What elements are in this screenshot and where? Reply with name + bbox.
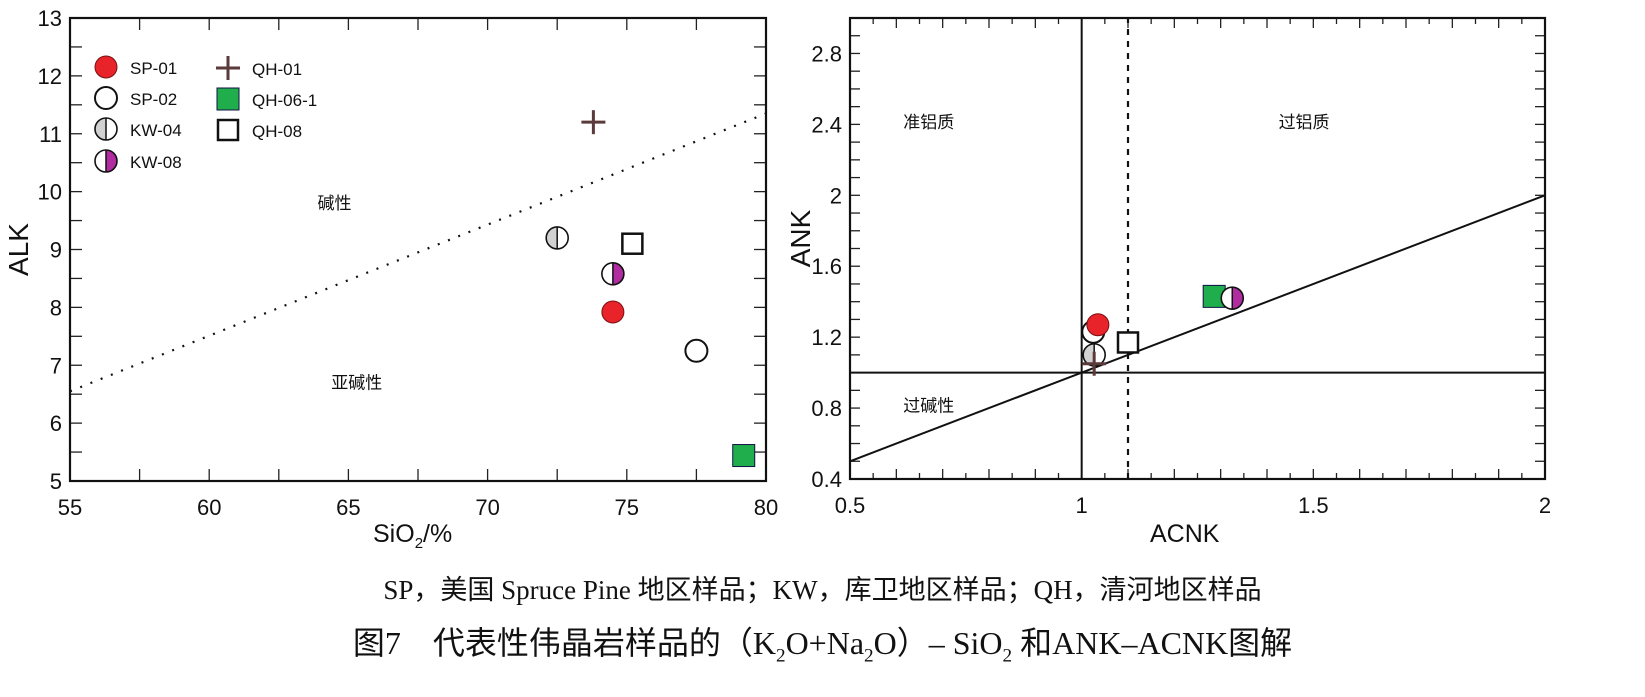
left-y-tick-label: 5 xyxy=(50,469,62,494)
legend-marker-sp-02 xyxy=(94,86,118,110)
right-x-axis-label: ACNK xyxy=(1150,520,1220,548)
right-y-tick-label: 0.4 xyxy=(811,467,842,492)
left-point-qh-01 xyxy=(581,110,606,135)
legend-marker-qh-06-1 xyxy=(216,87,240,111)
right-y-tick-label: 0.8 xyxy=(811,396,842,421)
half-circle-outline xyxy=(94,117,118,141)
legend-marker-qh-08 xyxy=(216,118,240,142)
left-y-tick-label: 9 xyxy=(50,238,62,263)
right-y-tick-label: 2.4 xyxy=(811,112,842,137)
title-part: 图7 代表性伟晶岩样品的（K xyxy=(352,625,776,661)
left-y-tick-label: 8 xyxy=(50,295,62,320)
right-x-tick-label: 1 xyxy=(1076,493,1088,518)
legend-label-kw-08: KW-08 xyxy=(130,153,182,172)
legend-label-qh-06-1: QH-06-1 xyxy=(252,91,317,110)
legend-label-sp-02: SP-02 xyxy=(130,90,177,109)
left-point-qh-06-1 xyxy=(732,444,756,468)
left-y-tick-label: 6 xyxy=(50,411,62,436)
half-fill xyxy=(106,150,117,172)
left-region-label: 亚碱性 xyxy=(331,373,382,393)
left-y-tick-label: 12 xyxy=(38,64,62,89)
right-x-tick-label: 1.5 xyxy=(1298,493,1329,518)
open-circle-marker xyxy=(94,86,118,110)
half-fill xyxy=(612,262,624,285)
half-circle-outline xyxy=(545,226,570,250)
half-circle-outline xyxy=(1220,286,1245,310)
figure-title: 图7 代表性伟晶岩样品的（K2O+Na2O）– SiO2 和ANK–ACNK图解 xyxy=(0,618,1645,667)
right-x-tick-label: 0.5 xyxy=(835,493,866,518)
title-part: O+Na xyxy=(785,625,865,661)
left-y-axis-label: ALK xyxy=(3,223,34,276)
red-circle-marker xyxy=(1086,313,1110,337)
xlabel-part: SiO xyxy=(373,520,415,548)
legend-label-kw-04: KW-04 xyxy=(130,121,182,140)
left-x-tick-label: 80 xyxy=(754,495,778,520)
left-x-tick-label: 65 xyxy=(336,495,360,520)
right-point-sp-01 xyxy=(1086,313,1110,337)
legend-marker-qh-01 xyxy=(216,56,240,80)
right-x-tick-label: 2 xyxy=(1539,493,1551,518)
legend-label-qh-01: QH-01 xyxy=(252,60,302,79)
right-region-label: 准铝质 xyxy=(903,113,954,133)
title-subscript: 2 xyxy=(775,645,786,667)
half-circle-outline xyxy=(94,149,118,173)
half-fill xyxy=(546,226,558,249)
right-region-label: 过碱性 xyxy=(903,397,954,417)
legend-marker-kw-04 xyxy=(94,117,118,141)
right-y-axis-label: ANK xyxy=(785,209,816,267)
red-circle-marker xyxy=(601,300,625,324)
half-fill xyxy=(1232,287,1244,310)
left-x-tick-label: 75 xyxy=(615,495,639,520)
open-square-marker xyxy=(621,232,644,255)
open-square-marker xyxy=(216,118,240,142)
right-boundary-line-solid xyxy=(849,194,1546,463)
left-point-kw-08 xyxy=(601,262,625,286)
right-point-kw-08 xyxy=(1220,286,1245,310)
left-x-tick-label: 70 xyxy=(475,495,499,520)
legend-marker-sp-01 xyxy=(94,55,118,79)
left-point-qh-08 xyxy=(621,232,644,255)
xlabel-part: /% xyxy=(423,520,453,548)
half-fill xyxy=(95,118,106,140)
left-y-tick-label: 7 xyxy=(50,353,62,378)
green-square-marker xyxy=(732,444,756,468)
left-x-tick-label: 60 xyxy=(197,495,221,520)
title-part: 和ANK–ACNK图解 xyxy=(1012,625,1293,661)
right-y-tick-label: 1.6 xyxy=(811,254,842,279)
legend-marker-kw-08 xyxy=(94,149,118,173)
right-y-tick-label: 2.8 xyxy=(811,41,842,66)
half-fill xyxy=(1083,343,1095,366)
left-y-tick-label: 11 xyxy=(39,122,62,147)
left-point-sp-01 xyxy=(601,300,625,324)
title-subscript: 2 xyxy=(1002,645,1013,667)
left-boundary-line-dotted xyxy=(69,112,767,393)
title-part: O）– SiO xyxy=(873,625,1003,661)
legend-label-qh-08: QH-08 xyxy=(252,122,302,141)
right-region-label: 过铝质 xyxy=(1279,113,1330,133)
half-circle-outline xyxy=(601,262,625,286)
left-x-axis-label: SiO2/% xyxy=(373,520,452,552)
left-y-tick-label: 13 xyxy=(38,6,62,31)
open-circle-marker xyxy=(684,338,709,363)
left-point-kw-04 xyxy=(545,226,570,250)
right-point-qh-08 xyxy=(1116,331,1140,354)
right-y-tick-label: 1.2 xyxy=(811,325,842,350)
right-y-tick-label: 2 xyxy=(830,183,842,208)
left-plot-frame xyxy=(68,16,768,483)
red-circle-marker xyxy=(94,55,118,79)
left-point-sp-02 xyxy=(684,338,709,363)
left-x-tick-label: 55 xyxy=(58,495,82,520)
xlabel-subscript: 2 xyxy=(414,535,424,552)
open-square-marker xyxy=(1116,331,1140,354)
green-square-marker xyxy=(216,87,240,111)
right-plot-frame xyxy=(848,16,1547,481)
title-subscript: 2 xyxy=(864,645,874,667)
left-region-label: 碱性 xyxy=(317,194,351,214)
right-point-qh-01 xyxy=(1082,351,1107,376)
legend-label-sp-01: SP-01 xyxy=(130,59,177,78)
left-y-tick-label: 10 xyxy=(38,180,62,205)
caption-note: SP，美国 Spruce Pine 地区样品；KW，库卫地区样品；QH，清河地区… xyxy=(383,575,1262,605)
